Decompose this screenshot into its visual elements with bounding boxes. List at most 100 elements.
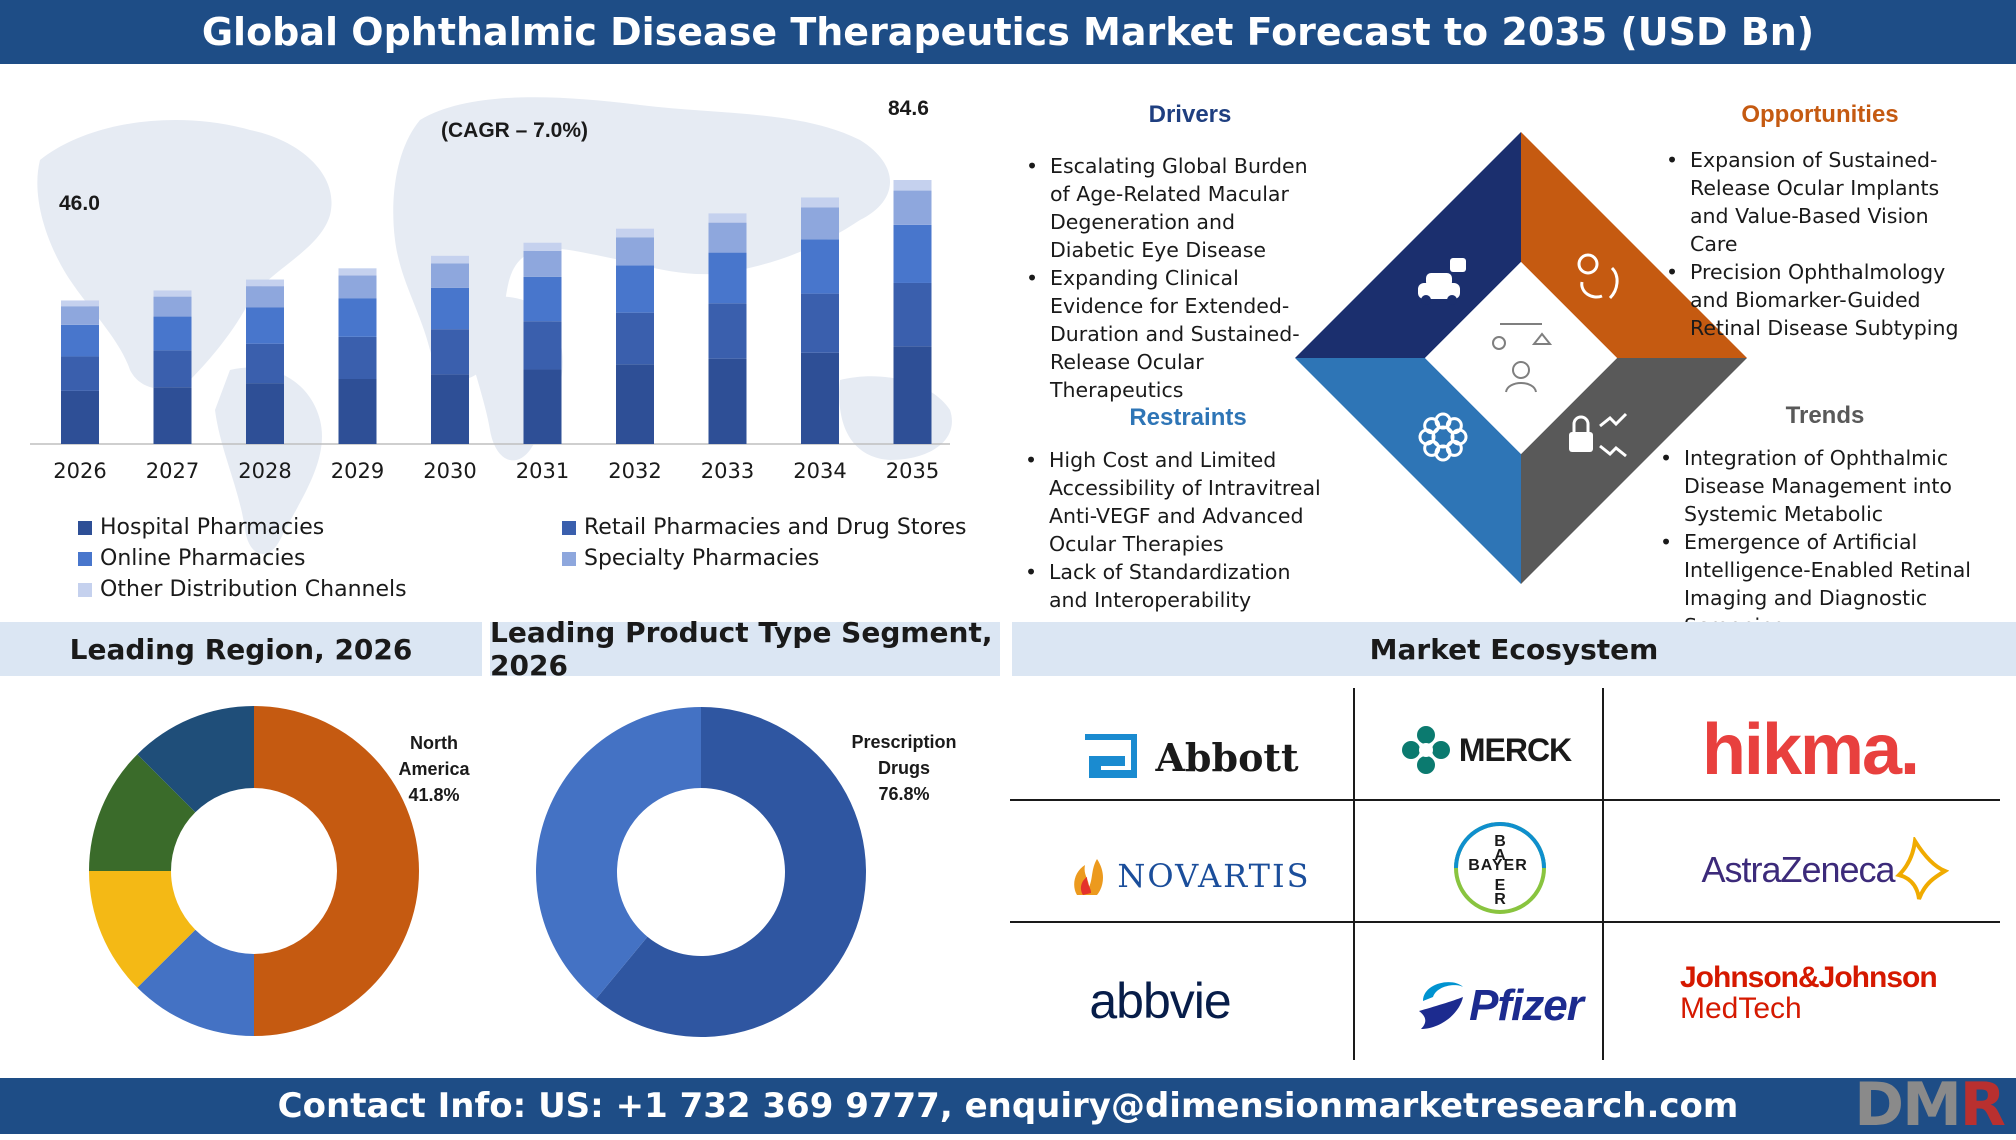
bar-segment <box>61 300 99 307</box>
x-tick-label: 2035 <box>886 459 939 483</box>
astrazeneca-symbol-icon <box>1894 837 1949 900</box>
gear-flower-icon <box>1418 412 1468 462</box>
bar-segment <box>708 358 747 444</box>
bar-segment <box>246 279 284 287</box>
first-bar-label: 46.0 <box>59 192 100 215</box>
bar-segment <box>61 356 99 391</box>
product-label-line3: 76.8% <box>878 784 930 804</box>
x-tick-label: 2026 <box>53 459 106 483</box>
drivers-list: Escalating Global Burden of Age-Related … <box>1022 152 1322 404</box>
contact-text: Contact Info: US: +1 732 369 9777, enqui… <box>277 1086 1739 1126</box>
bar-segment <box>431 255 469 264</box>
bar-chart: 2026 2027 2028 2029 2030 2031 2032 2033 2034 2035 <box>30 180 950 483</box>
legend-label: Other Distribution Channels <box>100 577 407 602</box>
dmr-letter: D <box>1854 1070 1904 1140</box>
dmr-letter: M <box>1902 1070 1962 1140</box>
bar-segment <box>616 364 654 444</box>
legend-label: Hospital Pharmacies <box>100 515 325 540</box>
legend-label: Specialty Pharmacies <box>584 546 820 571</box>
bar-segment <box>61 306 99 325</box>
product-pie-label: Prescription Drugs 76.8% <box>836 729 972 807</box>
bar-segment <box>801 207 839 240</box>
svg-text:E: E <box>1495 877 1506 894</box>
opportunities-item: Precision Ophthalmology and Biomarker-Gu… <box>1662 258 1982 342</box>
jnj-text: Johnson&Johnson <box>1680 961 1938 994</box>
merck-logo: MERCK <box>1396 720 1576 780</box>
donut-slice <box>89 871 196 988</box>
bar-segment <box>523 321 562 370</box>
region-label-line2: America <box>398 759 470 779</box>
bar-segment <box>153 296 192 317</box>
bar-segment <box>893 224 932 283</box>
x-tick-label: 2028 <box>238 459 291 483</box>
legend-label: Retail Pharmacies and Drug Stores <box>584 515 967 540</box>
x-tick-label: 2030 <box>423 459 476 483</box>
bar-segment <box>523 276 562 322</box>
trends-list: Integration of Ophthalmic Disease Manage… <box>1656 444 2006 640</box>
donut-slice <box>254 706 419 1036</box>
trends-item: Integration of Ophthalmic Disease Manage… <box>1656 444 2006 528</box>
donut-slice <box>595 707 866 1037</box>
bar-segment <box>801 352 839 444</box>
drivers-item: Expanding Clinical Evidence for Extended… <box>1022 264 1322 404</box>
bar-segment <box>153 290 192 297</box>
bar-segment <box>616 228 654 238</box>
abbvie-text: abbvie <box>1089 973 1231 1029</box>
restraints-item: High Cost and Limited Accessibility of I… <box>1021 446 1331 558</box>
restraints-item: Lack of Standardization and Interoperabi… <box>1021 558 1331 614</box>
bar-segment <box>523 369 562 444</box>
bar-segment <box>338 336 377 379</box>
pfizer-pill-icon <box>1419 982 1464 1029</box>
idea-money-icon <box>1577 253 1619 300</box>
presenter-icon <box>1492 323 1553 393</box>
donut-slice <box>137 706 254 813</box>
opportunities-title: Opportunities <box>1741 101 1899 128</box>
legend-swatch <box>78 551 92 566</box>
car-robot-icon <box>1418 258 1466 305</box>
novartis-logo: NOVARTIS <box>1060 848 1320 904</box>
bar-segment <box>708 213 747 223</box>
region-label-line1: North <box>410 733 458 753</box>
cagr-annotation: (CAGR – 7.0%) <box>441 119 589 142</box>
pfizer-logo: Pfizer <box>1408 966 1588 1046</box>
astrazeneca-text: AstraZeneca <box>1701 849 1895 890</box>
x-tick-label: 2027 <box>146 459 199 483</box>
bar-segment <box>523 250 562 277</box>
ecosystem-grid <box>1010 688 2000 1060</box>
bar-segment <box>431 374 469 444</box>
drivers-title: Drivers <box>1148 101 1232 128</box>
band-product: Leading Product Type Segment, 2026 <box>490 616 1000 682</box>
x-tick-label: 2029 <box>331 459 384 483</box>
x-tick-label: 2033 <box>701 459 754 483</box>
legend-swatch <box>78 582 92 597</box>
bar-segment <box>246 307 284 344</box>
restraints-title: Restraints <box>1129 404 1247 431</box>
bar-segment <box>708 222 747 253</box>
bar-segment <box>708 252 747 304</box>
legend-swatch <box>562 520 576 535</box>
merck-text: MERCK <box>1458 731 1572 768</box>
opportunities-item: Expansion of Sustained-Release Ocular Im… <box>1662 146 1982 258</box>
novartis-flame-icon <box>1074 859 1104 895</box>
bar-segment <box>616 265 654 313</box>
bar-segment <box>61 324 99 357</box>
donut-slice <box>535 707 701 1000</box>
product-label-line1: Prescription <box>851 732 957 752</box>
bar-segment <box>246 286 284 308</box>
hikma-text: hikma. <box>1701 710 1920 790</box>
merck-icon <box>1401 726 1450 774</box>
bar-segment <box>801 239 839 294</box>
trends-item: Emergence of Artificial Intelligence-Ena… <box>1656 528 2006 640</box>
bar-segment <box>801 197 839 208</box>
bar-segment <box>338 268 377 276</box>
donut-slice <box>137 929 254 1036</box>
diamond-center <box>1425 262 1617 454</box>
bar-segment <box>338 275 377 299</box>
legend-retail: Retail Pharmacies and Drug Stores <box>562 515 967 540</box>
abbvie-logo: abbvie <box>1060 966 1260 1036</box>
page-title: Global Ophthalmic Disease Therapeutics M… <box>0 0 2016 64</box>
medtech-text: MedTech <box>1680 992 1802 1025</box>
lock-graph-icon <box>1569 412 1628 458</box>
legend-other: Other Distribution Channels <box>78 577 407 602</box>
band-ecosystem: Market Ecosystem <box>1012 622 2016 676</box>
